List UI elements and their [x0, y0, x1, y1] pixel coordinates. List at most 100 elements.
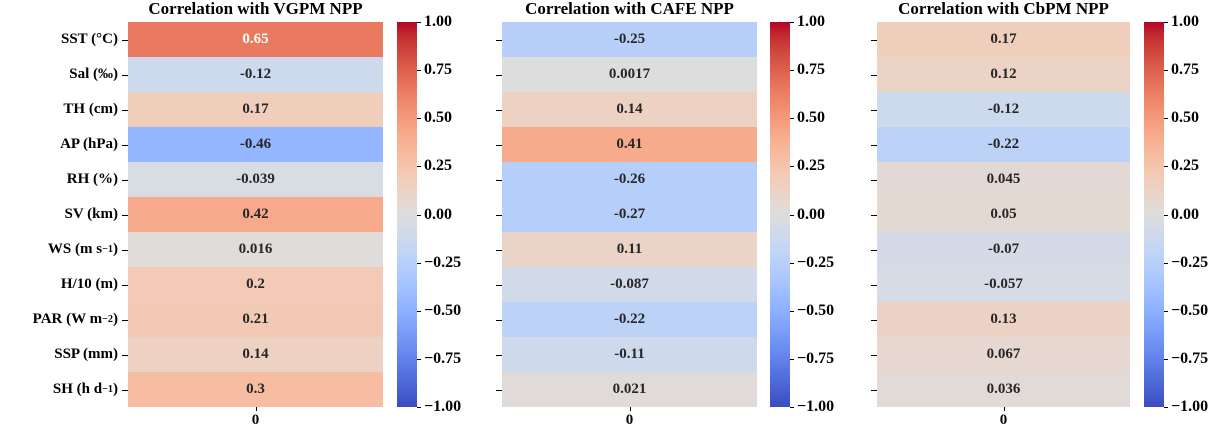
colorbar-tick: [1164, 358, 1168, 360]
row-label: SV (km): [64, 206, 118, 222]
colorbar-tick-label: −1.00: [797, 398, 835, 415]
y-tick: [871, 74, 877, 76]
colorbar-tick: [1164, 214, 1168, 216]
colorbar-tick: [417, 22, 421, 23]
colorbar-tick-label: −0.50: [1171, 301, 1209, 319]
heatmap-cell: 0.0017: [502, 57, 757, 92]
colorbar-tick-label: 0.75: [797, 61, 825, 79]
colorbar-tick-label: 0.25: [1171, 157, 1199, 175]
colorbar-tick: [1164, 22, 1168, 23]
heatmap-cell: -0.22: [877, 127, 1130, 162]
colorbar-tick-label: −0.50: [424, 301, 462, 319]
x-tick: [255, 407, 257, 411]
heatmap-cell: 0.11: [502, 232, 757, 267]
cell-value: 0.17: [990, 31, 1017, 47]
y-tick: [871, 284, 877, 286]
y-tick: [122, 39, 128, 41]
cell-value: 0.42: [242, 206, 269, 222]
colorbar-tick-label: 0.00: [1171, 205, 1199, 223]
colorbar-tick-label: 0.50: [797, 109, 825, 127]
colorbar-tick: [790, 166, 794, 168]
row-label: Sal (‰): [69, 66, 118, 82]
cell-value: 0.0017: [608, 66, 651, 82]
heatmap-cell: 0.17: [128, 92, 383, 127]
heatmap-cell: -0.22: [502, 302, 757, 337]
colorbar-tick: [417, 407, 421, 408]
x-tick-label: 0: [251, 412, 260, 426]
colorbar-tick: [790, 214, 794, 216]
colorbar-tick-label: 0.50: [1171, 109, 1199, 127]
cell-value: 0.12: [990, 66, 1017, 82]
heatmap: -0.25 0.0017 0.14 0.41 -0.26 -0.27 0.11 -0.087 -…: [502, 22, 757, 407]
y-tick: [496, 249, 502, 251]
y-tick: [122, 319, 128, 321]
cell-value: 0.036: [986, 381, 1021, 397]
heatmap-cell: -0.27: [502, 197, 757, 232]
cell-value: 0.016: [238, 241, 273, 257]
colorbar-tick: [1164, 262, 1168, 264]
colorbar-tick-label: −0.25: [1171, 253, 1209, 271]
colorbar-tick-label: 0.75: [1171, 61, 1199, 79]
colorbar-tick-label: −0.75: [1171, 349, 1209, 367]
cell-value: -0.27: [613, 206, 646, 222]
colorbar-tick: [417, 310, 421, 312]
heatmap-cell: 0.13: [877, 302, 1130, 337]
row-label: SSP (mm): [54, 346, 118, 362]
panel-title: Correlation with VGPM NPP: [148, 0, 363, 18]
heatmap-cell: -0.087: [502, 267, 757, 302]
y-tick: [496, 389, 502, 391]
colorbar-tick-label: −1.00: [1171, 398, 1209, 415]
cell-value: -0.46: [239, 136, 272, 152]
panel-title: Correlation with CAFE NPP: [525, 0, 734, 18]
colorbar-tick: [790, 262, 794, 264]
y-tick: [496, 179, 502, 181]
heatmap-cell: 0.036: [877, 372, 1130, 407]
cell-value: -0.07: [987, 241, 1020, 257]
heatmap: 0.17 0.12 -0.12 -0.22 0.045 0.05 -0.07 -0.057 0.…: [877, 22, 1130, 407]
row-label: AP (hPa): [60, 136, 118, 152]
colorbar-tick-label: 0.00: [424, 205, 452, 223]
cell-value: 0.17: [242, 101, 269, 117]
heatmap-cell: 0.045: [877, 162, 1130, 197]
colorbar-tick: [417, 214, 421, 216]
colorbar-tick: [1164, 310, 1168, 312]
heatmap-cell: 0.41: [502, 127, 757, 162]
colorbar-tick-label: 0.25: [424, 157, 452, 175]
heatmap-cell: -0.11: [502, 337, 757, 372]
y-tick: [871, 109, 877, 111]
cell-value: -0.25: [613, 31, 646, 47]
heatmap-cell: 0.21: [128, 302, 383, 337]
colorbar-tick: [417, 70, 421, 72]
y-tick: [122, 249, 128, 251]
colorbar-tick: [790, 70, 794, 72]
y-tick: [496, 319, 502, 321]
y-tick: [496, 144, 502, 146]
colorbar-tick-label: −0.25: [797, 253, 835, 271]
colorbar-tick-label: 0.25: [797, 157, 825, 175]
y-tick: [496, 39, 502, 41]
colorbar-tick: [417, 262, 421, 264]
heatmap-cell: 0.2: [128, 267, 383, 302]
y-tick: [871, 319, 877, 321]
y-tick: [496, 354, 502, 356]
x-tick: [629, 407, 631, 411]
colorbar-tick: [417, 118, 421, 120]
cell-value: 0.14: [242, 346, 269, 362]
cell-value: 0.2: [246, 276, 265, 292]
cell-value: 0.11: [616, 241, 643, 257]
colorbar-tick-label: 1.00: [424, 13, 452, 30]
y-tick: [122, 179, 128, 181]
cell-value: 0.067: [986, 346, 1021, 362]
colorbar: [397, 22, 417, 407]
colorbar-tick: [790, 407, 794, 408]
heatmap-cell: 0.021: [502, 372, 757, 407]
cell-value: 0.05: [990, 206, 1017, 222]
cell-value: -0.12: [239, 66, 272, 82]
y-tick: [496, 109, 502, 111]
cell-value: -0.22: [987, 136, 1020, 152]
heatmap-cell: 0.12: [877, 57, 1130, 92]
y-tick: [122, 214, 128, 216]
colorbar-tick-label: 0.75: [424, 61, 452, 79]
colorbar-tick-label: −0.50: [797, 301, 835, 319]
